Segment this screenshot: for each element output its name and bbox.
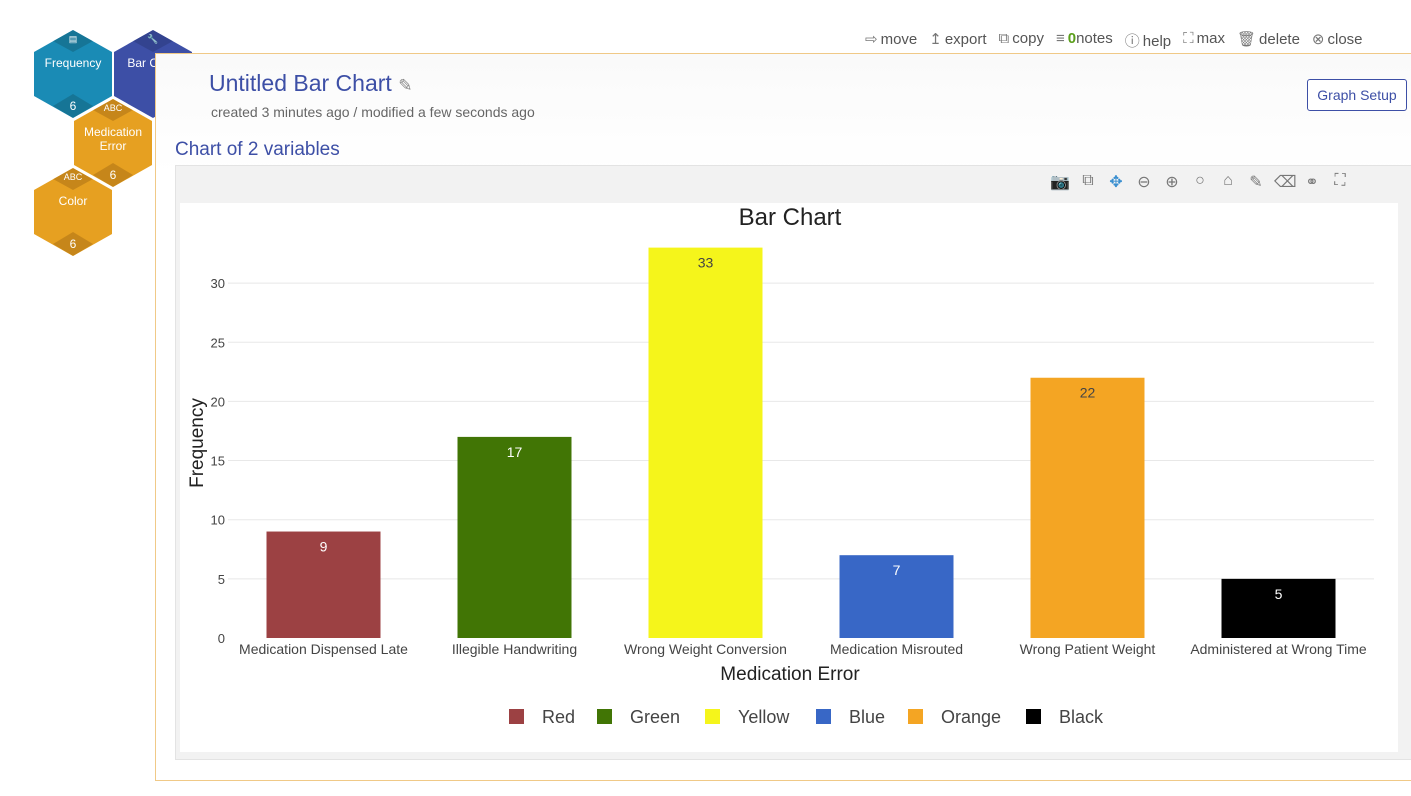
legend-swatch[interactable]: [1026, 709, 1041, 724]
legend-label[interactable]: Yellow: [738, 707, 790, 727]
legend-label[interactable]: Black: [1059, 707, 1104, 727]
y-tick-label: 25: [211, 335, 225, 350]
copy-button[interactable]: ⧉ copy: [998, 30, 1044, 47]
move-button[interactable]: ⇨ move: [865, 31, 918, 48]
section-title: Chart of 2 variables: [175, 139, 340, 160]
x-tick-label: Medication Dispensed Late: [239, 641, 408, 657]
bar[interactable]: [457, 436, 572, 638]
home-icon[interactable]: ⌂: [1223, 172, 1233, 189]
edit-pencil-icon[interactable]: ✎: [398, 76, 413, 95]
bar-value-label: 7: [893, 562, 901, 578]
move-icon: ⇨: [865, 31, 878, 48]
zoom-out-icon[interactable]: ⊖: [1137, 174, 1151, 191]
max-button[interactable]: ⛶ max: [1183, 30, 1225, 47]
copy-icon: ⧉: [998, 30, 1010, 47]
bar[interactable]: [648, 247, 763, 639]
bar-value-label: 9: [320, 539, 328, 555]
export-button[interactable]: ↥ export: [929, 31, 987, 48]
wrench-icon: 🔧: [147, 34, 159, 44]
zoom-in-icon[interactable]: ⊕: [1165, 174, 1179, 191]
page-subtitle: created 3 minutes ago / modified a few s…: [211, 104, 535, 120]
key-icon[interactable]: ⚭: [1305, 174, 1319, 191]
bar-chart-icon: ▤: [68, 34, 78, 44]
y-tick-label: 20: [211, 394, 225, 409]
bar[interactable]: [1030, 377, 1145, 638]
list-icon: ≡: [1055, 30, 1065, 47]
window-toolbar: ⇨ move ↥ export ⧉ copy ≡ 0notes ⓘ help ⛶ max 🗑…: [865, 30, 1363, 51]
node-medication-error[interactable]: ABC Medication Error 6: [74, 99, 152, 187]
x-tick-label: Medication Misrouted: [830, 641, 963, 657]
legend-swatch[interactable]: [705, 709, 720, 724]
maximize-icon: ⛶: [1183, 30, 1194, 47]
legend-label[interactable]: Blue: [849, 707, 885, 727]
graph-setup-button[interactable]: Graph Setup: [1307, 79, 1407, 111]
close-button[interactable]: ⊗ close: [1311, 31, 1363, 48]
bar[interactable]: [266, 531, 381, 638]
fullscreen-icon[interactable]: ⛶: [1334, 172, 1346, 189]
legend-label[interactable]: Green: [630, 707, 680, 727]
node-frequency[interactable]: ▤ Frequency 6: [34, 30, 112, 118]
node-color[interactable]: ABC Color 6: [34, 168, 112, 256]
close-icon: ⊗: [1311, 31, 1325, 48]
y-tick-label: 30: [211, 276, 225, 291]
bar-value-label: 5: [1275, 586, 1283, 602]
help-icon: ⓘ: [1124, 33, 1140, 50]
bar[interactable]: [1221, 578, 1336, 638]
x-axis-label: Medication Error: [720, 664, 860, 685]
y-tick-label: 0: [218, 631, 225, 646]
delete-button[interactable]: 🗑 delete: [1237, 31, 1300, 48]
legend-swatch[interactable]: [597, 709, 612, 724]
x-tick-label: Illegible Handwriting: [452, 641, 577, 657]
legend-swatch[interactable]: [816, 709, 831, 724]
y-tick-label: 15: [211, 454, 225, 469]
pencil-icon[interactable]: ✎: [1249, 174, 1263, 191]
copy-chart-icon[interactable]: ⧉: [1082, 172, 1094, 189]
page-title[interactable]: Untitled Bar Chart ✎: [209, 70, 413, 96]
legend-swatch[interactable]: [908, 709, 923, 724]
autoscale-icon[interactable]: ○: [1195, 172, 1205, 189]
y-tick-label: 5: [218, 572, 225, 587]
bar-value-label: 22: [1080, 385, 1096, 401]
export-icon: ↥: [929, 31, 942, 48]
notes-button[interactable]: ≡ 0notes: [1055, 30, 1113, 47]
bar[interactable]: [839, 555, 954, 638]
x-tick-label: Wrong Weight Conversion: [624, 641, 787, 657]
bar-value-label: 33: [698, 255, 714, 271]
chart-title: Bar Chart: [739, 204, 842, 231]
bar-value-label: 17: [507, 444, 523, 460]
legend-label[interactable]: Red: [542, 707, 575, 727]
bar-chart: Bar Chart 0 5 10 15 20 25 30 9 Medication Dispen…: [180, 203, 1398, 752]
chart-modebar: 📷 ⧉ ✥ ⊖ ⊕ ○ ⌂ ✎ ⌫ ⚭ ⛶: [1050, 172, 1350, 192]
legend-label[interactable]: Orange: [941, 707, 1001, 727]
pan-icon[interactable]: ✥: [1109, 174, 1123, 191]
y-axis-label: Frequency: [187, 398, 208, 488]
camera-icon[interactable]: 📷: [1050, 174, 1070, 191]
trash-icon: 🗑: [1237, 31, 1257, 48]
help-button[interactable]: ⓘ help: [1124, 33, 1172, 50]
eraser-icon[interactable]: ⌫: [1274, 174, 1297, 191]
x-tick-label: Administered at Wrong Time: [1190, 641, 1367, 657]
y-tick-label: 10: [211, 513, 225, 528]
x-tick-label: Wrong Patient Weight: [1020, 641, 1156, 657]
legend-swatch[interactable]: [509, 709, 524, 724]
